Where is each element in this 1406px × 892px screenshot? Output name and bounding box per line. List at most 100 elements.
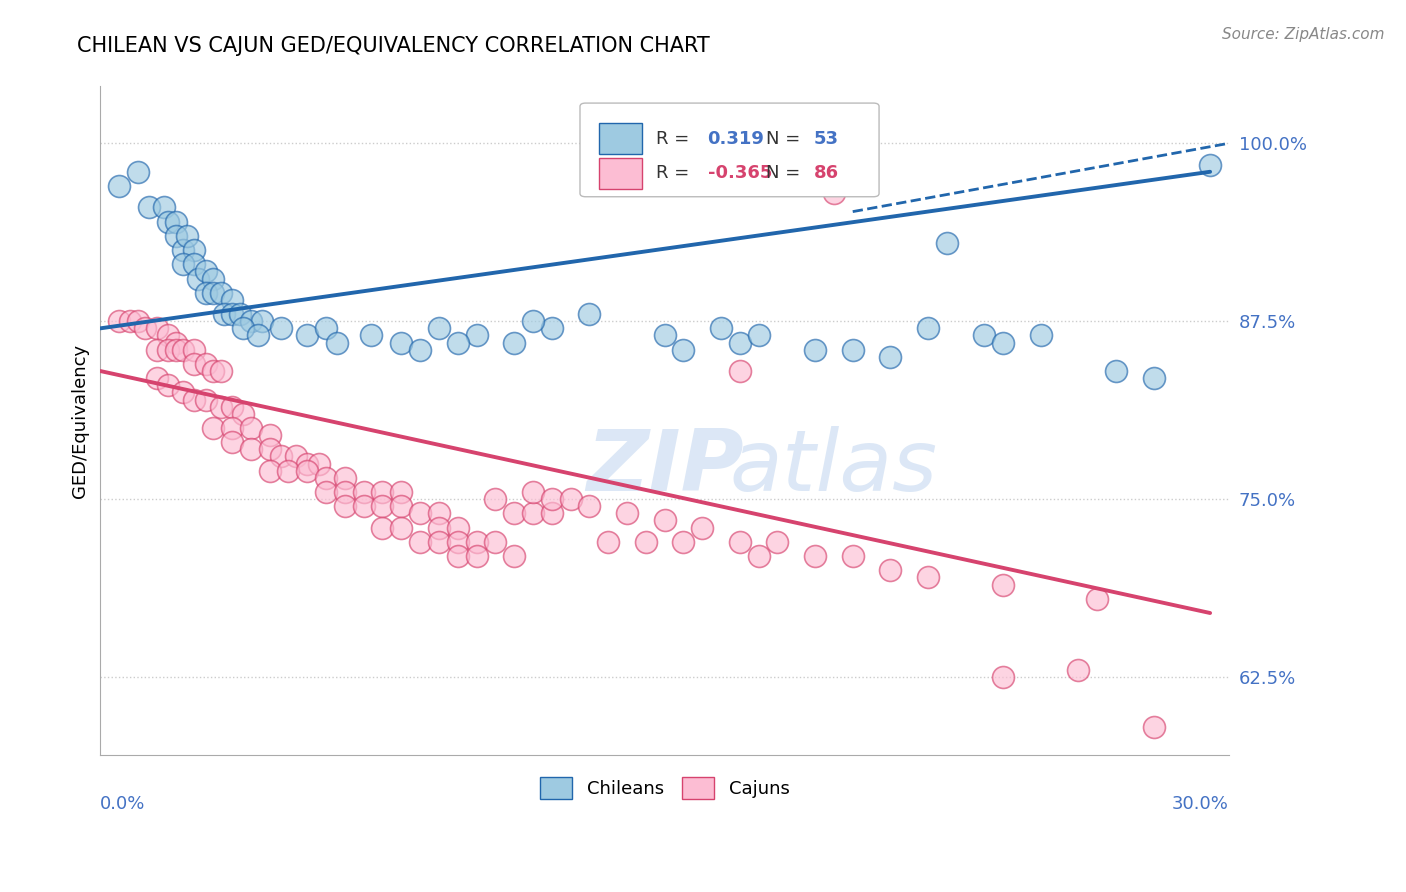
Point: [447, 534, 470, 549]
Point: [427, 321, 450, 335]
Point: [841, 343, 863, 357]
Point: [879, 563, 901, 577]
Point: [654, 514, 676, 528]
Point: [540, 321, 562, 335]
Point: [1143, 371, 1166, 385]
Point: [766, 534, 789, 549]
Point: [134, 321, 156, 335]
Point: [326, 335, 349, 350]
Point: [484, 492, 506, 507]
Text: 86: 86: [814, 164, 839, 182]
Point: [522, 485, 544, 500]
Point: [748, 549, 770, 563]
Point: [308, 457, 330, 471]
Point: [522, 314, 544, 328]
Point: [993, 577, 1015, 591]
Point: [389, 335, 412, 350]
Point: [172, 257, 194, 271]
Point: [578, 307, 600, 321]
Point: [409, 507, 432, 521]
Point: [297, 457, 319, 471]
Point: [879, 350, 901, 364]
Point: [165, 343, 187, 357]
Point: [165, 228, 187, 243]
Point: [409, 343, 432, 357]
Point: [1067, 663, 1090, 677]
Point: [194, 357, 217, 371]
Point: [389, 520, 412, 534]
Point: [935, 235, 957, 250]
Point: [202, 364, 225, 378]
Point: [1029, 328, 1052, 343]
Point: [202, 285, 225, 300]
Point: [259, 464, 281, 478]
Point: [270, 321, 292, 335]
Point: [194, 285, 217, 300]
FancyBboxPatch shape: [599, 158, 643, 189]
Point: [560, 492, 582, 507]
Point: [353, 500, 375, 514]
Point: [389, 500, 412, 514]
Point: [503, 507, 526, 521]
Point: [297, 464, 319, 478]
Point: [484, 534, 506, 549]
Point: [172, 343, 194, 357]
Point: [277, 464, 299, 478]
Point: [202, 271, 225, 285]
Point: [465, 549, 488, 563]
Point: [540, 492, 562, 507]
Point: [841, 549, 863, 563]
Point: [165, 335, 187, 350]
Point: [228, 307, 250, 321]
Point: [447, 335, 470, 350]
Text: Source: ZipAtlas.com: Source: ZipAtlas.com: [1222, 27, 1385, 42]
Y-axis label: GED/Equivalency: GED/Equivalency: [72, 343, 89, 498]
Point: [447, 520, 470, 534]
Point: [153, 200, 176, 214]
Point: [447, 549, 470, 563]
Text: ZIP: ZIP: [586, 426, 744, 509]
Point: [221, 421, 243, 435]
Point: [360, 328, 382, 343]
Point: [120, 314, 142, 328]
Point: [172, 243, 194, 257]
Point: [239, 442, 262, 457]
Point: [157, 328, 180, 343]
Point: [748, 328, 770, 343]
Point: [187, 271, 209, 285]
Point: [194, 392, 217, 407]
Point: [209, 285, 232, 300]
Point: [1199, 158, 1222, 172]
Point: [710, 321, 733, 335]
Point: [221, 435, 243, 450]
Point: [654, 328, 676, 343]
Point: [690, 520, 713, 534]
Point: [259, 428, 281, 442]
Point: [209, 400, 232, 414]
Point: [146, 371, 169, 385]
Point: [503, 549, 526, 563]
Point: [333, 471, 356, 485]
Text: R =: R =: [655, 129, 689, 147]
Point: [183, 392, 205, 407]
Point: [183, 243, 205, 257]
Text: R =: R =: [655, 164, 689, 182]
FancyBboxPatch shape: [599, 123, 643, 154]
Point: [598, 534, 620, 549]
Point: [239, 314, 262, 328]
Point: [297, 328, 319, 343]
Point: [371, 520, 394, 534]
Point: [138, 200, 160, 214]
Point: [389, 485, 412, 500]
Legend: Chileans, Cajuns: Chileans, Cajuns: [533, 770, 797, 806]
Point: [183, 357, 205, 371]
Point: [127, 314, 149, 328]
Point: [578, 500, 600, 514]
Point: [804, 549, 827, 563]
Point: [427, 520, 450, 534]
Point: [672, 534, 695, 549]
Point: [917, 321, 939, 335]
Point: [353, 485, 375, 500]
Point: [270, 450, 292, 464]
Point: [315, 471, 337, 485]
